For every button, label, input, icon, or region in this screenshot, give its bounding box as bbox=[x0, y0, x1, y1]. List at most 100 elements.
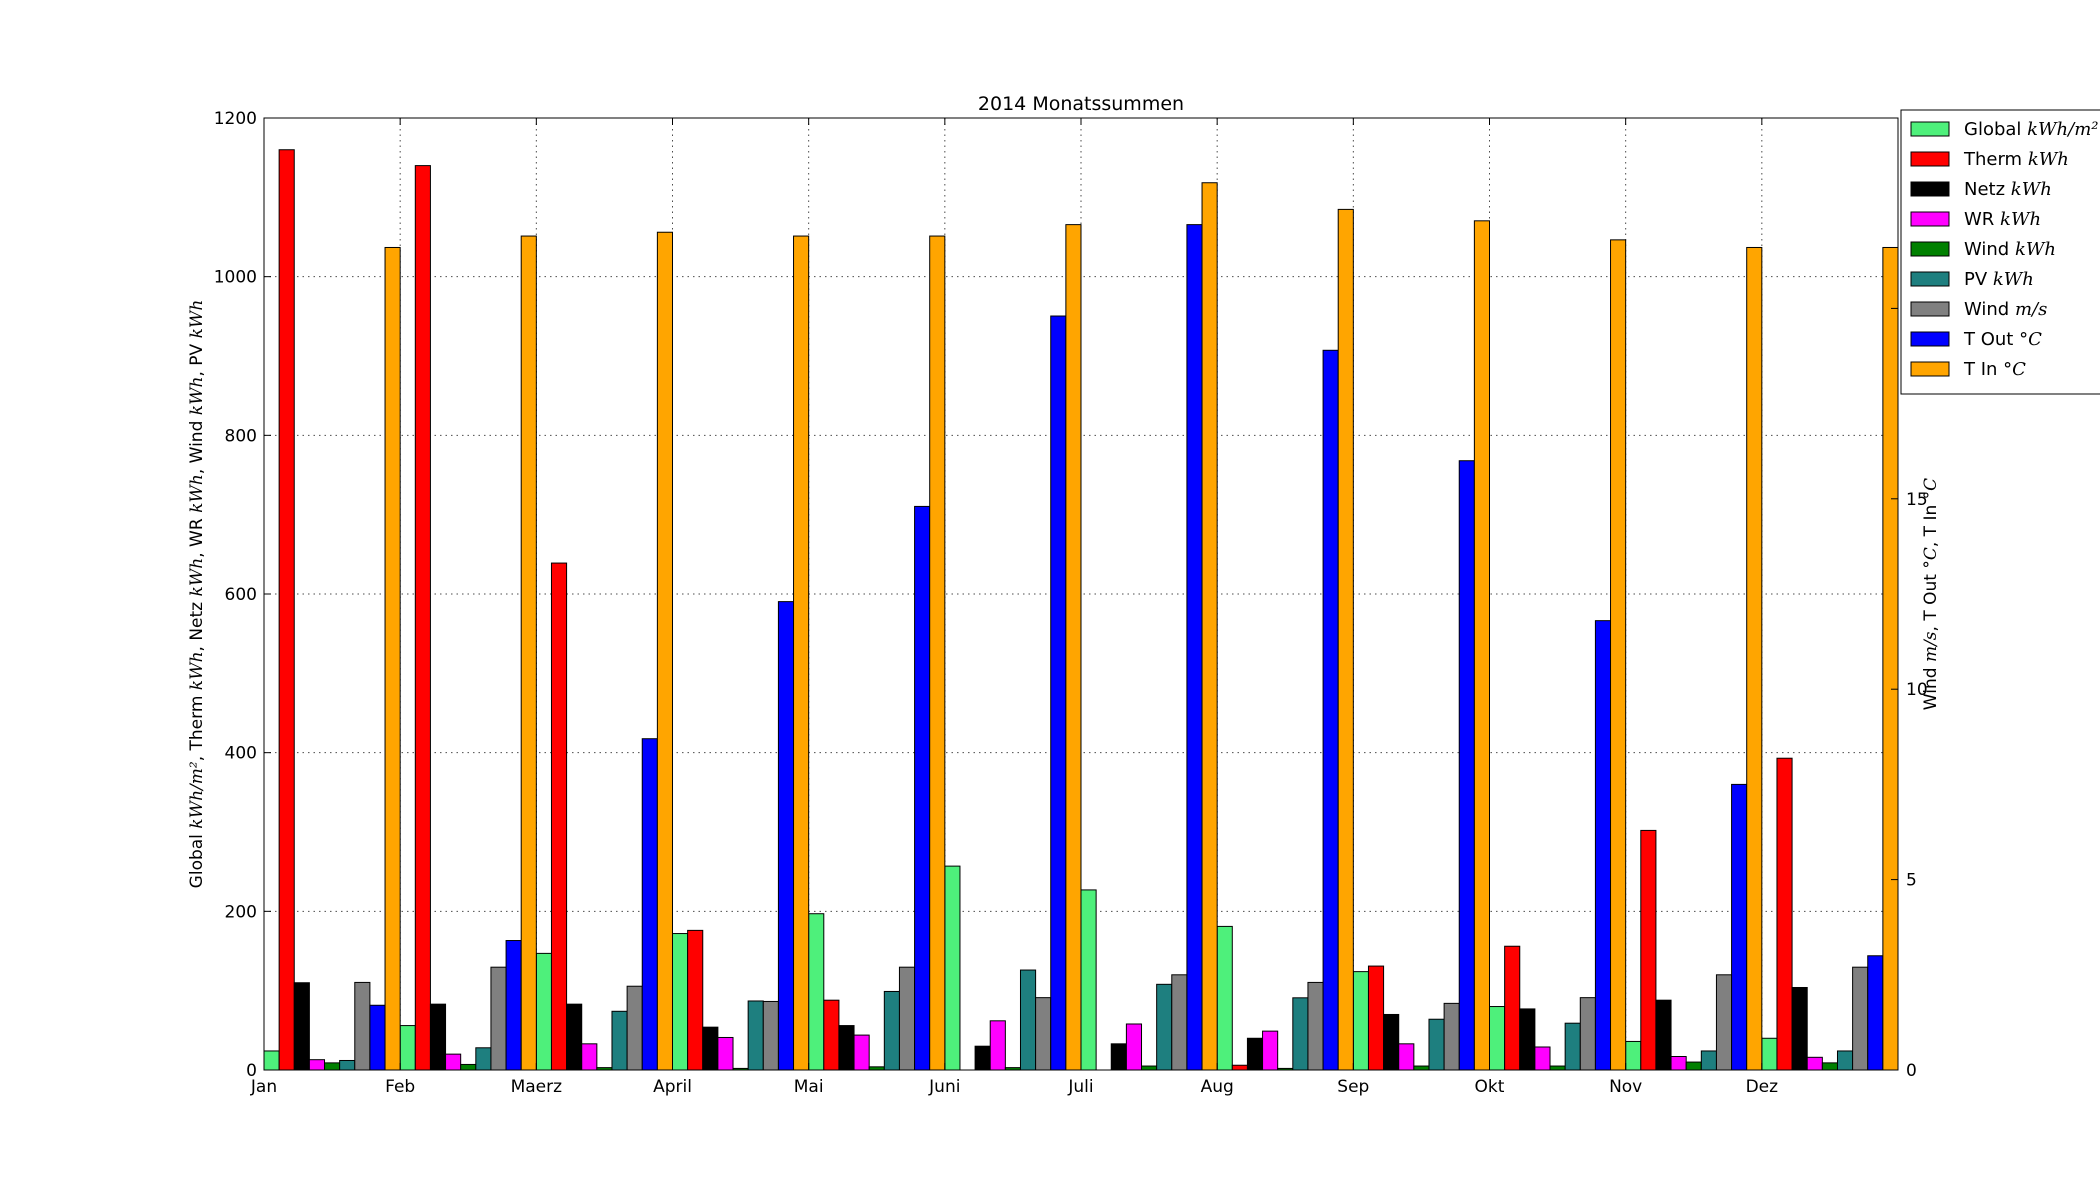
bar bbox=[1761, 1037, 1778, 1071]
bar bbox=[1337, 208, 1354, 1071]
bar bbox=[1625, 1040, 1642, 1071]
bar bbox=[1776, 757, 1793, 1071]
legend-label: PV kWh bbox=[1964, 269, 2034, 290]
bar bbox=[1882, 246, 1899, 1071]
bar bbox=[339, 1059, 356, 1071]
bar bbox=[1700, 1050, 1717, 1071]
bar bbox=[1549, 1065, 1566, 1071]
legend: Global kWh/m² Therm kWh Netz kWh WR kWh Wind… bbox=[1900, 109, 2100, 395]
bar bbox=[1216, 925, 1233, 1071]
legend-label: T In °C bbox=[1963, 359, 2026, 380]
bar bbox=[293, 982, 310, 1071]
y-tick-label-left: 400 bbox=[225, 744, 257, 764]
bar bbox=[1443, 1002, 1460, 1071]
bar bbox=[581, 1043, 598, 1071]
bar bbox=[1519, 1008, 1536, 1071]
bar bbox=[1035, 997, 1052, 1071]
legend-label: Global kWh/m² bbox=[1964, 119, 2099, 140]
legend-swatch bbox=[1910, 331, 1950, 347]
x-tick-label: Juli bbox=[1067, 1077, 1093, 1097]
bar bbox=[853, 1034, 870, 1071]
bar bbox=[944, 865, 961, 1071]
bar bbox=[566, 1003, 583, 1071]
bar bbox=[535, 952, 552, 1071]
bar bbox=[369, 1004, 386, 1071]
bar bbox=[490, 966, 507, 1071]
bar bbox=[1352, 971, 1369, 1071]
legend-swatch bbox=[1910, 211, 1950, 227]
bar bbox=[762, 1000, 779, 1071]
bar bbox=[898, 966, 916, 1071]
bar bbox=[1050, 315, 1067, 1071]
bar bbox=[308, 1059, 326, 1071]
bar bbox=[1065, 224, 1082, 1071]
bar bbox=[1458, 460, 1475, 1071]
bar bbox=[1594, 620, 1612, 1071]
bar bbox=[445, 1053, 462, 1071]
bar bbox=[475, 1047, 492, 1071]
bar bbox=[717, 1036, 734, 1071]
bar bbox=[1398, 1043, 1415, 1071]
bar bbox=[1852, 966, 1869, 1071]
bar bbox=[672, 933, 689, 1071]
y-tick-label-left: 200 bbox=[225, 902, 257, 922]
bar bbox=[1670, 1056, 1687, 1071]
x-axis: Jan Feb Maerz April Mai Juni Juli Aug Sep Okt Nov D… bbox=[250, 118, 1778, 1097]
x-tick-label: Maerz bbox=[511, 1077, 563, 1097]
bar bbox=[505, 940, 522, 1071]
x-tick-label: Juni bbox=[928, 1077, 960, 1097]
bar bbox=[641, 738, 658, 1071]
bar bbox=[354, 981, 371, 1071]
bar bbox=[1610, 239, 1627, 1071]
bar bbox=[974, 1045, 991, 1071]
y-tick-label-left: 0 bbox=[246, 1061, 257, 1081]
bar bbox=[1746, 246, 1763, 1071]
bar bbox=[429, 1003, 447, 1071]
y-axis-left: 0 200 400 600 800 1000 1200 bbox=[214, 109, 271, 1081]
y-axis-right-label: Wind m/s, T Out °C, T In °C bbox=[1921, 478, 1941, 710]
bar bbox=[1867, 955, 1884, 1071]
bar bbox=[1322, 349, 1339, 1071]
legend-label: T Out °C bbox=[1963, 329, 2042, 350]
y-tick-label-right: 15 bbox=[1906, 490, 1928, 510]
bar bbox=[1262, 1030, 1279, 1071]
legend-swatch bbox=[1910, 181, 1950, 197]
bar bbox=[747, 1000, 764, 1071]
bar bbox=[460, 1063, 477, 1071]
bar bbox=[1156, 983, 1173, 1071]
x-tick-label: Sep bbox=[1337, 1077, 1369, 1097]
bar bbox=[1489, 1006, 1506, 1071]
bar bbox=[1141, 1065, 1158, 1071]
bar bbox=[1655, 999, 1672, 1071]
y-tick-label-left: 600 bbox=[225, 585, 257, 605]
bar bbox=[1019, 969, 1037, 1071]
y-tick-label-left: 1000 bbox=[214, 268, 257, 288]
bar bbox=[808, 913, 825, 1071]
bar bbox=[883, 990, 900, 1071]
legend-swatch bbox=[1910, 151, 1950, 167]
bar bbox=[702, 1026, 719, 1071]
bar bbox=[823, 999, 840, 1071]
bar bbox=[520, 235, 537, 1071]
bar bbox=[1640, 829, 1657, 1071]
y-tick-label-right: 0 bbox=[1906, 1061, 1917, 1081]
bars bbox=[263, 149, 1899, 1071]
bar bbox=[1428, 1018, 1445, 1071]
bar bbox=[1383, 1013, 1400, 1071]
x-tick-label: Dez bbox=[1746, 1077, 1779, 1097]
bar bbox=[1473, 220, 1490, 1071]
bar bbox=[626, 985, 643, 1071]
bar bbox=[324, 1062, 341, 1071]
bar bbox=[914, 505, 931, 1071]
bar bbox=[1292, 997, 1309, 1071]
bar bbox=[414, 165, 431, 1071]
bar bbox=[1201, 182, 1218, 1071]
x-tick-label: Mai bbox=[794, 1077, 824, 1097]
bar bbox=[1564, 1022, 1581, 1071]
legend-label: Wind kWh bbox=[1964, 239, 2056, 260]
bar bbox=[384, 246, 401, 1071]
bar bbox=[278, 149, 295, 1071]
bar bbox=[687, 929, 704, 1071]
x-tick-label: April bbox=[653, 1077, 692, 1097]
